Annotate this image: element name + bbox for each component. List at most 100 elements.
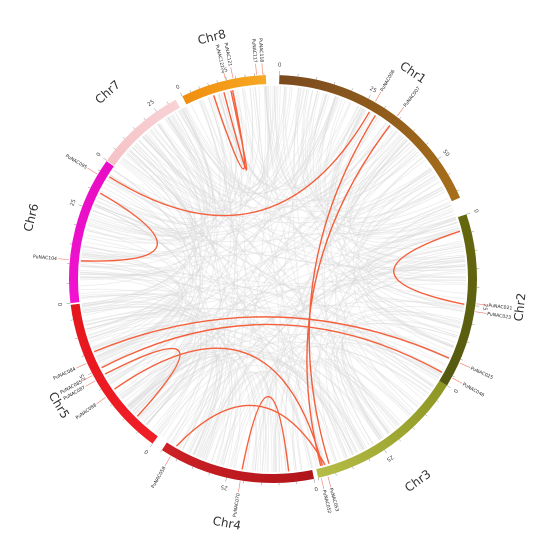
chromosome-arc-chr7 [106,99,180,166]
background-link [79,114,375,281]
chromosome-arc-chr8 [182,75,267,105]
chromosome-label-chr4: Chr4 [212,514,243,533]
tick-mark [398,439,401,442]
background-link [99,146,196,364]
background-link [94,205,185,359]
background-link [97,115,209,361]
background-link [349,136,460,243]
background-link [204,371,277,472]
tick-mark [452,375,455,378]
background-link [167,116,385,438]
tick-mark [436,400,439,403]
background-link [141,136,466,284]
gene-marker [255,63,257,75]
background-link [301,88,455,347]
background-link [178,110,397,201]
tick-mark [466,341,470,343]
tick-mark [88,372,92,375]
chromosome-label-chr7: Chr7 [92,77,123,106]
tick-label: 25 [79,372,88,381]
background-link [80,236,178,276]
background-link [177,94,238,448]
synteny-link-9 [241,396,290,472]
background-link [85,308,446,367]
background-link [317,96,433,212]
tick-mark [122,136,125,140]
background-link [285,371,347,472]
gene-label: PuNAC070 [232,493,242,518]
background-link [99,112,211,224]
background-link [196,229,460,457]
background-link [251,360,403,471]
background-links [79,85,466,473]
tick-label: 25 [220,67,229,75]
tick-mark [368,458,371,462]
background-link [333,210,454,450]
background-link [220,373,269,472]
background-link [138,355,222,454]
background-link [336,112,455,346]
synteny-link-1 [306,125,391,467]
background-link [348,131,466,268]
background-link [352,149,454,235]
background-link [138,134,402,209]
tick-mark [425,414,428,417]
tick-mark [87,186,91,189]
background-link [119,161,201,414]
background-link [81,96,336,259]
background-link [86,315,411,416]
synteny-link-8 [175,404,326,466]
background-link [82,249,183,369]
background-link [217,93,359,190]
background-link [178,248,464,448]
background-link [80,276,443,372]
background-link [159,87,299,194]
background-link [170,256,465,443]
background-link [110,343,357,454]
background-link [293,250,465,471]
background-link [151,358,222,450]
background-link [92,88,247,230]
background-link [80,272,177,277]
background-link [327,351,419,451]
tick-mark [412,427,415,430]
background-link [131,354,223,456]
background-link [125,135,205,213]
background-link [88,125,391,238]
synteny-link-7 [114,347,324,466]
background-link [296,358,410,470]
background-link [142,135,435,386]
tick-mark [471,323,475,325]
background-link [107,86,276,214]
background-link [323,116,379,445]
tick-mark [399,116,402,120]
gene-label: PuNAC088 [75,402,98,421]
background-link [146,132,229,460]
background-link [137,356,354,455]
chromosome-arc-chr2 [439,214,478,386]
tick-mark [351,88,353,91]
background-link [80,271,194,417]
background-link [127,351,220,452]
background-link [142,136,466,264]
background-link [336,344,431,441]
background-link [82,222,458,313]
background-link [146,90,243,426]
background-link [88,86,288,237]
gene-label: PuNAC122 [214,44,225,69]
background-link [329,109,424,401]
background-link [362,217,457,353]
tick-mark [154,108,157,112]
tick-mark [208,472,210,476]
background-link [82,101,351,308]
background-link [367,227,466,269]
gene-label: PuNAC052 [321,489,333,514]
background-link [341,313,461,440]
tick-mark [189,89,192,93]
background-link [90,324,366,449]
background-link [180,109,454,348]
synteny-link-11 [80,192,159,262]
background-link [90,96,338,342]
